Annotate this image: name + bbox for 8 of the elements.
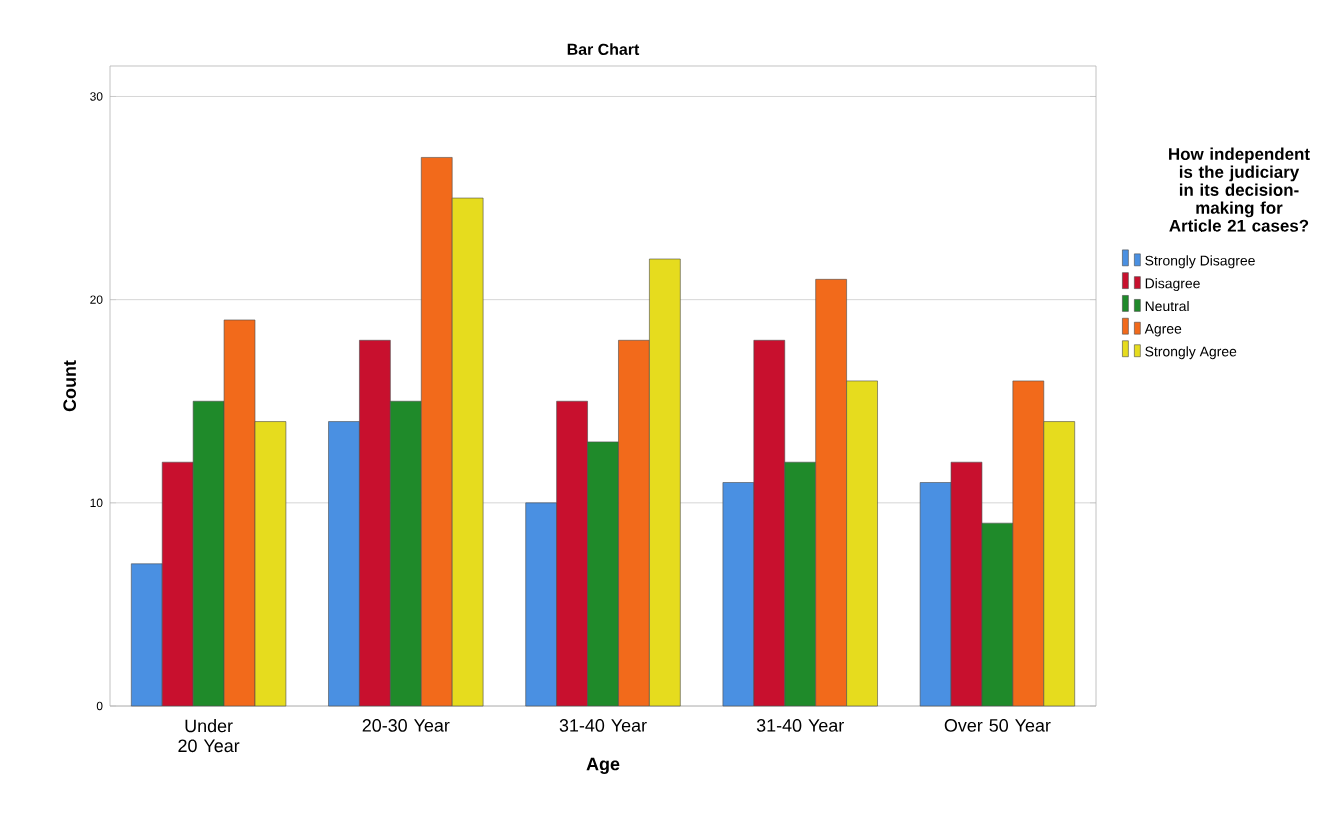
legend-title: How independent is the judiciary in its decision-making for Article 21 cases? <box>1169 147 1310 232</box>
x-tick-label: Under 20 Year <box>178 719 240 753</box>
x-tick-label: 20-30 Year <box>362 719 450 732</box>
x-tick-label: Over 50 Year <box>944 719 1051 732</box>
x-tick-label: 31-40 Year <box>559 719 647 732</box>
x-axis-title: Age <box>586 757 620 774</box>
y-axis-title: Count <box>63 360 77 412</box>
x-tick-label: 31-40 Year <box>756 719 844 732</box>
